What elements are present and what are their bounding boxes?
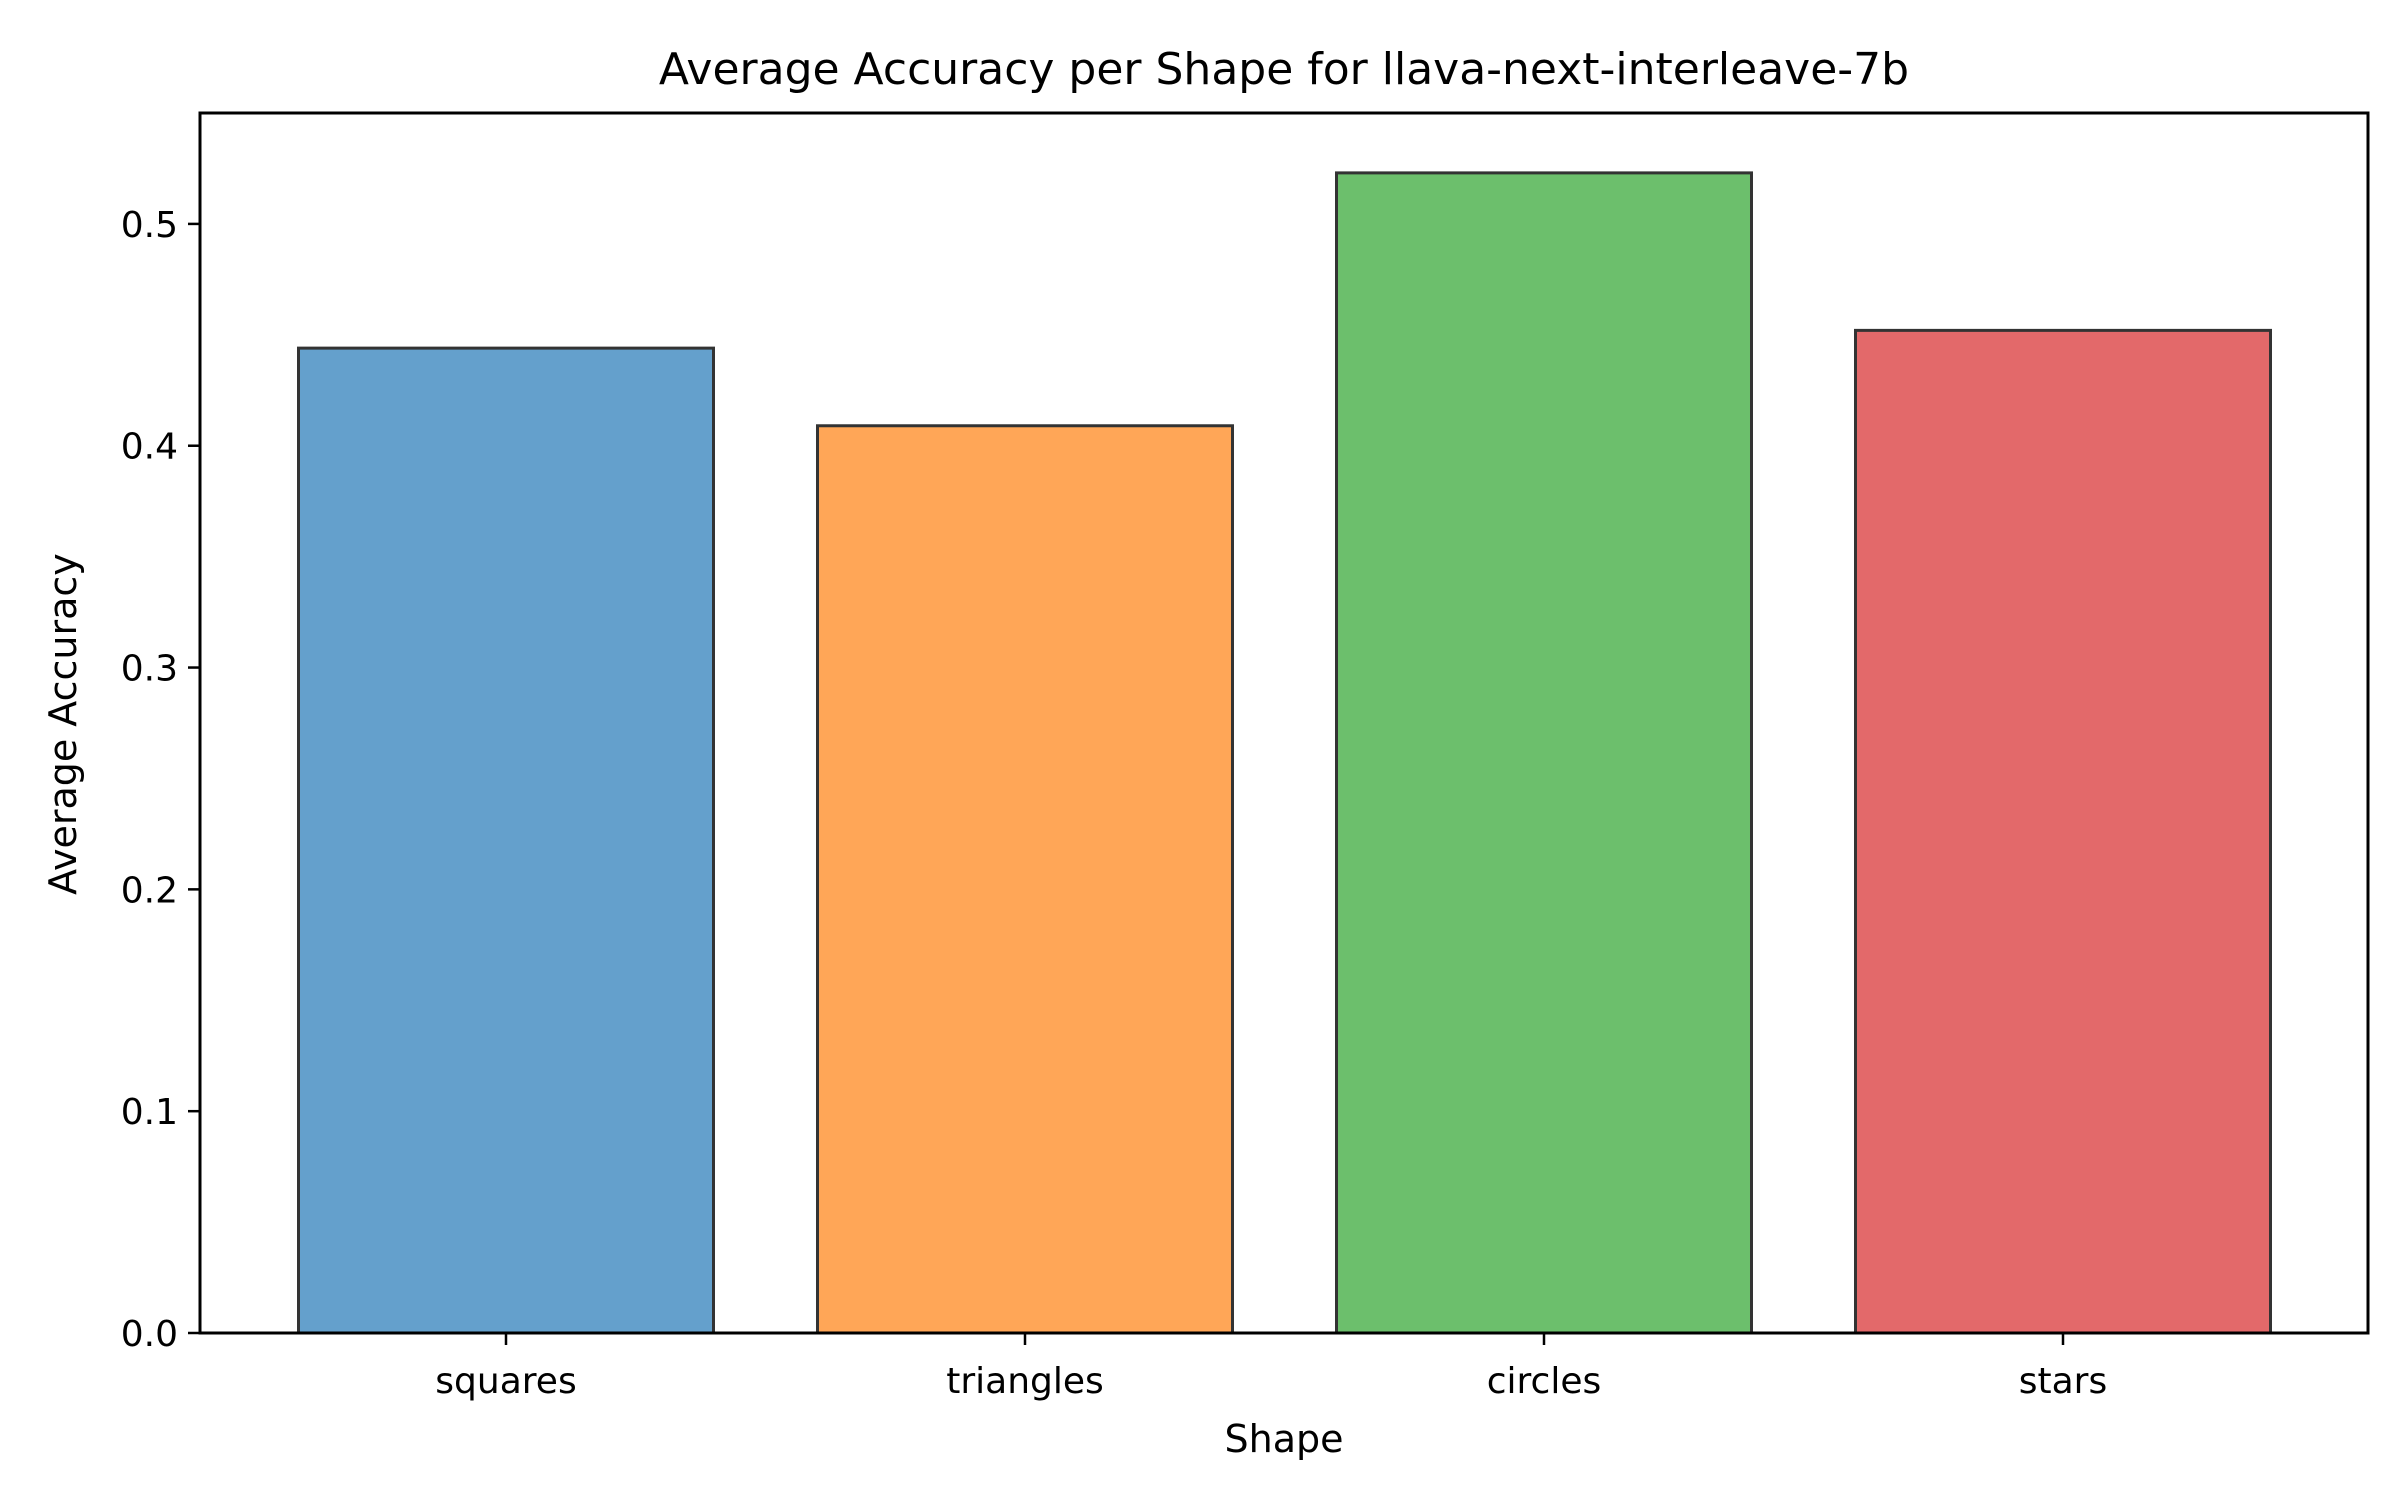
y-tick-label-0: 0.0	[121, 1314, 178, 1355]
bars-group	[297, 171, 2272, 1335]
x-tick-label-squares: squares	[435, 1361, 576, 1402]
y-axis-label: Average Accuracy	[41, 553, 85, 895]
y-tick-label-4: 0.4	[121, 427, 178, 468]
bar-triangles	[816, 424, 1234, 1335]
y-tick-label-3: 0.3	[121, 649, 178, 690]
x-tick-label-circles: circles	[1487, 1361, 1602, 1402]
y-axis-ticks: 0.0 0.1 0.2 0.3 0.4 0.5	[121, 205, 200, 1355]
x-tick-label-triangles: triangles	[946, 1361, 1104, 1402]
x-axis-label: Shape	[1225, 1417, 1344, 1461]
bar-squares	[297, 346, 715, 1335]
bar-stars	[1854, 328, 2272, 1335]
y-tick-label-5: 0.5	[121, 205, 178, 246]
plot-area-frame	[198, 111, 2370, 1335]
y-tick-label-1: 0.1	[121, 1092, 178, 1133]
x-axis-ticks: squares triangles circles stars	[435, 1333, 2107, 1402]
chart-title: Average Accuracy per Shape for llava-nex…	[659, 44, 1909, 95]
bar-circles	[1335, 171, 1753, 1335]
x-tick-label-stars: stars	[2019, 1361, 2108, 1402]
y-tick-label-2: 0.2	[121, 870, 178, 911]
